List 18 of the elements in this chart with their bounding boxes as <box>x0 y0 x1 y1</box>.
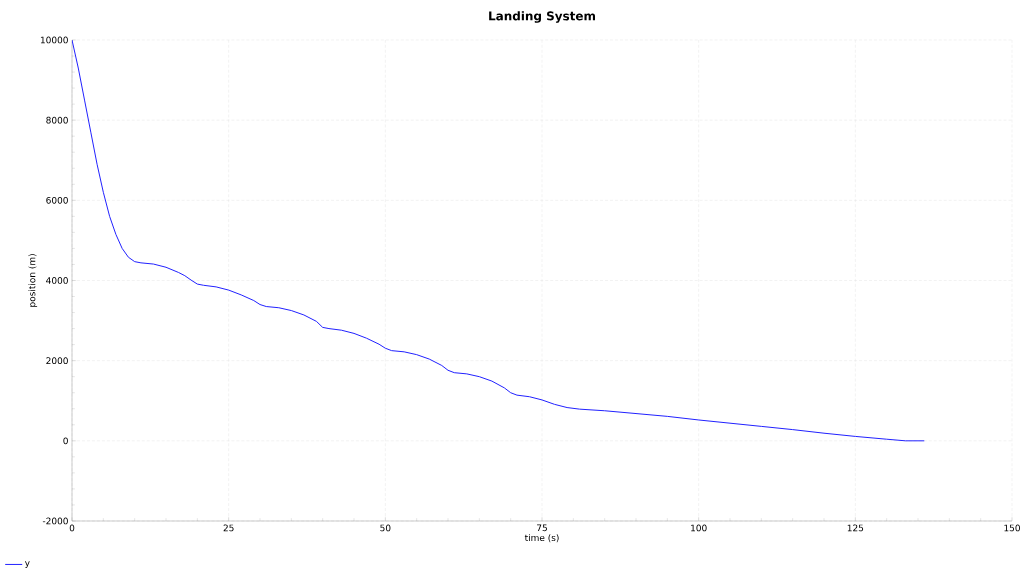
y-tick-label: -2000 <box>42 517 68 525</box>
y-tick-label: 10000 <box>40 36 68 44</box>
y-tick-label: 6000 <box>46 196 68 204</box>
legend-label: y <box>24 561 30 569</box>
chart-title: Landing System <box>489 11 596 23</box>
x-tick-label: 150 <box>1004 524 1020 532</box>
x-tick-label: 125 <box>847 524 864 532</box>
y-axis-title: position (m) <box>28 254 38 307</box>
y-tick-label: 8000 <box>46 116 68 124</box>
x-tick-label: 100 <box>691 524 707 532</box>
y-tick-label: 0 <box>63 437 68 445</box>
y-tick-label: 4000 <box>46 277 68 284</box>
x-tick-label: 25 <box>223 524 234 532</box>
x-axis-title: time (s) <box>524 534 559 543</box>
x-tick-label: 75 <box>537 524 547 532</box>
x-tick-label: 0 <box>69 524 75 532</box>
x-tick-label: 50 <box>380 524 391 532</box>
y-tick-label: 2000 <box>46 357 68 365</box>
